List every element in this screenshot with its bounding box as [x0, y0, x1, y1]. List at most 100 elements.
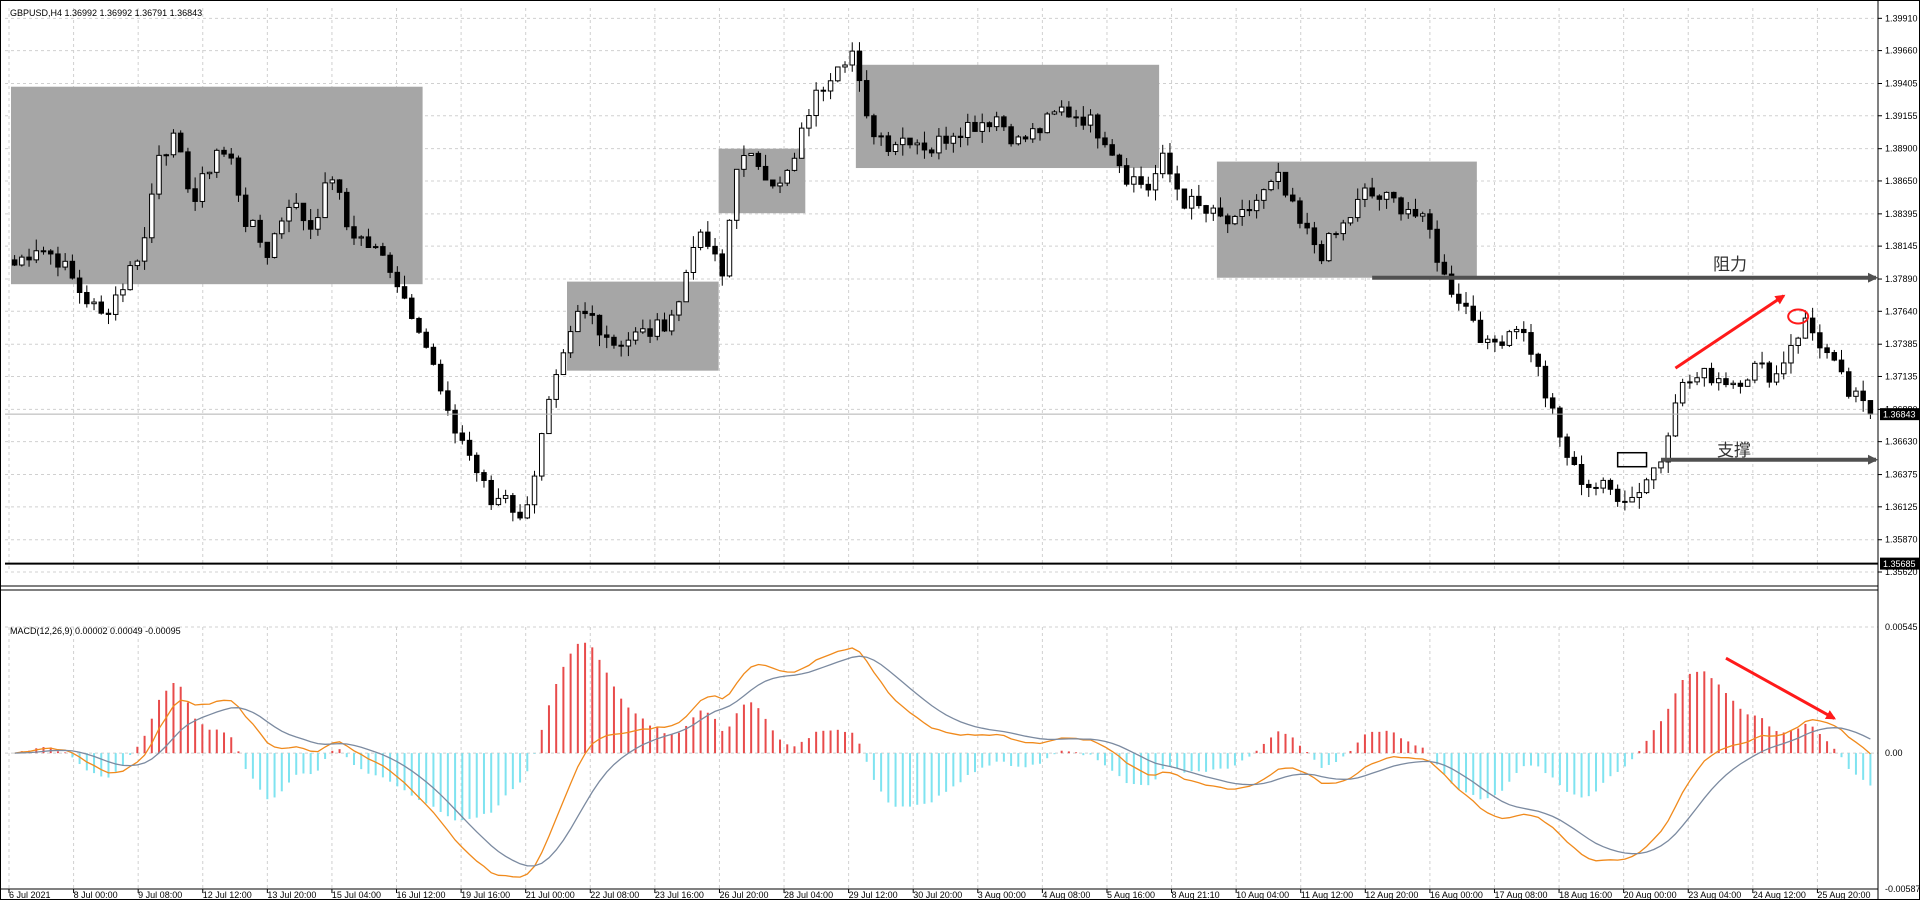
candle-body	[690, 246, 697, 274]
candle-body	[466, 439, 473, 456]
candle-body	[1015, 136, 1022, 145]
time-tick-label: 22 Jul 08:00	[590, 890, 639, 900]
time-tick-label: 19 Jul 16:00	[461, 890, 510, 900]
candle-body	[1708, 367, 1715, 384]
macd-tick-label: 0.00545	[1885, 622, 1918, 632]
candle-body	[798, 127, 805, 159]
candle-body	[344, 191, 350, 228]
candle-body	[1614, 488, 1621, 502]
candle-body	[1008, 126, 1014, 145]
candle-body	[1275, 171, 1282, 182]
candle-body	[134, 260, 141, 267]
candle-body	[1795, 337, 1801, 346]
candle-body	[524, 504, 531, 519]
candle-body	[1629, 496, 1635, 503]
candle-body	[921, 142, 928, 151]
candle-body	[632, 331, 639, 341]
candle-body	[878, 135, 884, 138]
time-tick-label: 25 Aug 20:00	[1817, 890, 1870, 900]
candle-body	[1405, 208, 1411, 215]
candle-body	[1297, 200, 1303, 224]
candle-body	[177, 132, 184, 153]
candle-body	[1752, 362, 1758, 381]
current-price-label: 1.36843	[1883, 410, 1916, 420]
candle-body	[91, 301, 97, 305]
candle-body	[1326, 233, 1332, 262]
candle-body	[26, 256, 32, 261]
candle-body	[827, 80, 834, 92]
candle-body	[452, 409, 458, 434]
candle-body	[965, 121, 971, 138]
candle-body	[1578, 464, 1585, 485]
time-tick-label: 8 Jul 00:00	[74, 890, 118, 900]
candle-body	[1347, 217, 1354, 224]
candle-body	[502, 495, 509, 499]
candle-body	[19, 256, 25, 266]
candle-body	[1391, 191, 1397, 199]
candle-body	[668, 314, 675, 332]
candle-body	[336, 179, 343, 193]
candle-body	[943, 135, 949, 144]
price-tick-label: 1.37890	[1885, 274, 1918, 284]
candle-body	[1687, 381, 1693, 384]
candle-body	[856, 50, 863, 82]
low-price-label: 1.35685	[1883, 559, 1916, 569]
candle-body	[1723, 378, 1729, 386]
time-tick-label: 16 Jul 12:00	[397, 890, 446, 900]
candle-body	[1087, 114, 1094, 126]
candle-body	[1759, 362, 1765, 365]
time-tick-label: 13 Jul 20:00	[267, 890, 316, 900]
candle-body	[1477, 319, 1484, 343]
candle-body	[1845, 371, 1852, 397]
candle-body	[640, 328, 646, 333]
price-tick-label: 1.39405	[1885, 79, 1918, 89]
candle-body	[835, 66, 841, 82]
time-tick-label: 8 Aug 21:10	[1172, 890, 1220, 900]
price-tick-label: 1.38650	[1885, 176, 1918, 186]
candle-body	[871, 115, 877, 138]
candle-body	[1253, 199, 1260, 212]
candle-body	[1102, 137, 1108, 146]
candle-body	[185, 151, 191, 190]
candle-body	[719, 253, 726, 277]
time-tick-label: 10 Aug 04:00	[1236, 890, 1289, 900]
price-tick-label: 1.39910	[1885, 13, 1918, 23]
consolidation-zone	[718, 148, 806, 214]
candle-body	[1369, 187, 1375, 197]
candle-body	[1268, 180, 1274, 191]
candle-body	[271, 233, 278, 258]
candle-body	[1073, 116, 1079, 119]
candle-body	[589, 313, 596, 316]
candle-body	[1282, 171, 1289, 196]
candle-body	[1051, 111, 1058, 115]
support-box	[1616, 451, 1648, 468]
candle-body	[279, 220, 285, 235]
candle-body	[214, 149, 220, 173]
candle-body	[1066, 106, 1072, 118]
candle-body	[1737, 382, 1744, 387]
candles	[5, 42, 1878, 565]
candle-body	[1470, 305, 1476, 321]
candle-body	[423, 331, 429, 348]
candle-body	[1651, 467, 1657, 481]
candle-body	[1123, 165, 1130, 185]
consolidation-zones	[11, 64, 1477, 371]
candle-body	[474, 454, 480, 474]
candle-body	[972, 121, 978, 132]
candle-body	[1499, 341, 1505, 346]
candle-body	[1716, 378, 1722, 384]
time-tick-label: 6 Jul 2021	[9, 890, 51, 900]
candle-body	[1354, 198, 1361, 219]
candle-body	[820, 89, 827, 92]
candle-body	[315, 217, 321, 230]
candle-body	[1636, 492, 1643, 498]
candle-body	[1622, 500, 1628, 503]
candle-body	[1506, 331, 1513, 346]
candle-body	[416, 317, 422, 333]
candle-body	[770, 179, 776, 187]
time-tick-label: 23 Aug 04:00	[1688, 890, 1741, 900]
candle-body	[380, 246, 386, 256]
candle-body	[1318, 244, 1325, 262]
